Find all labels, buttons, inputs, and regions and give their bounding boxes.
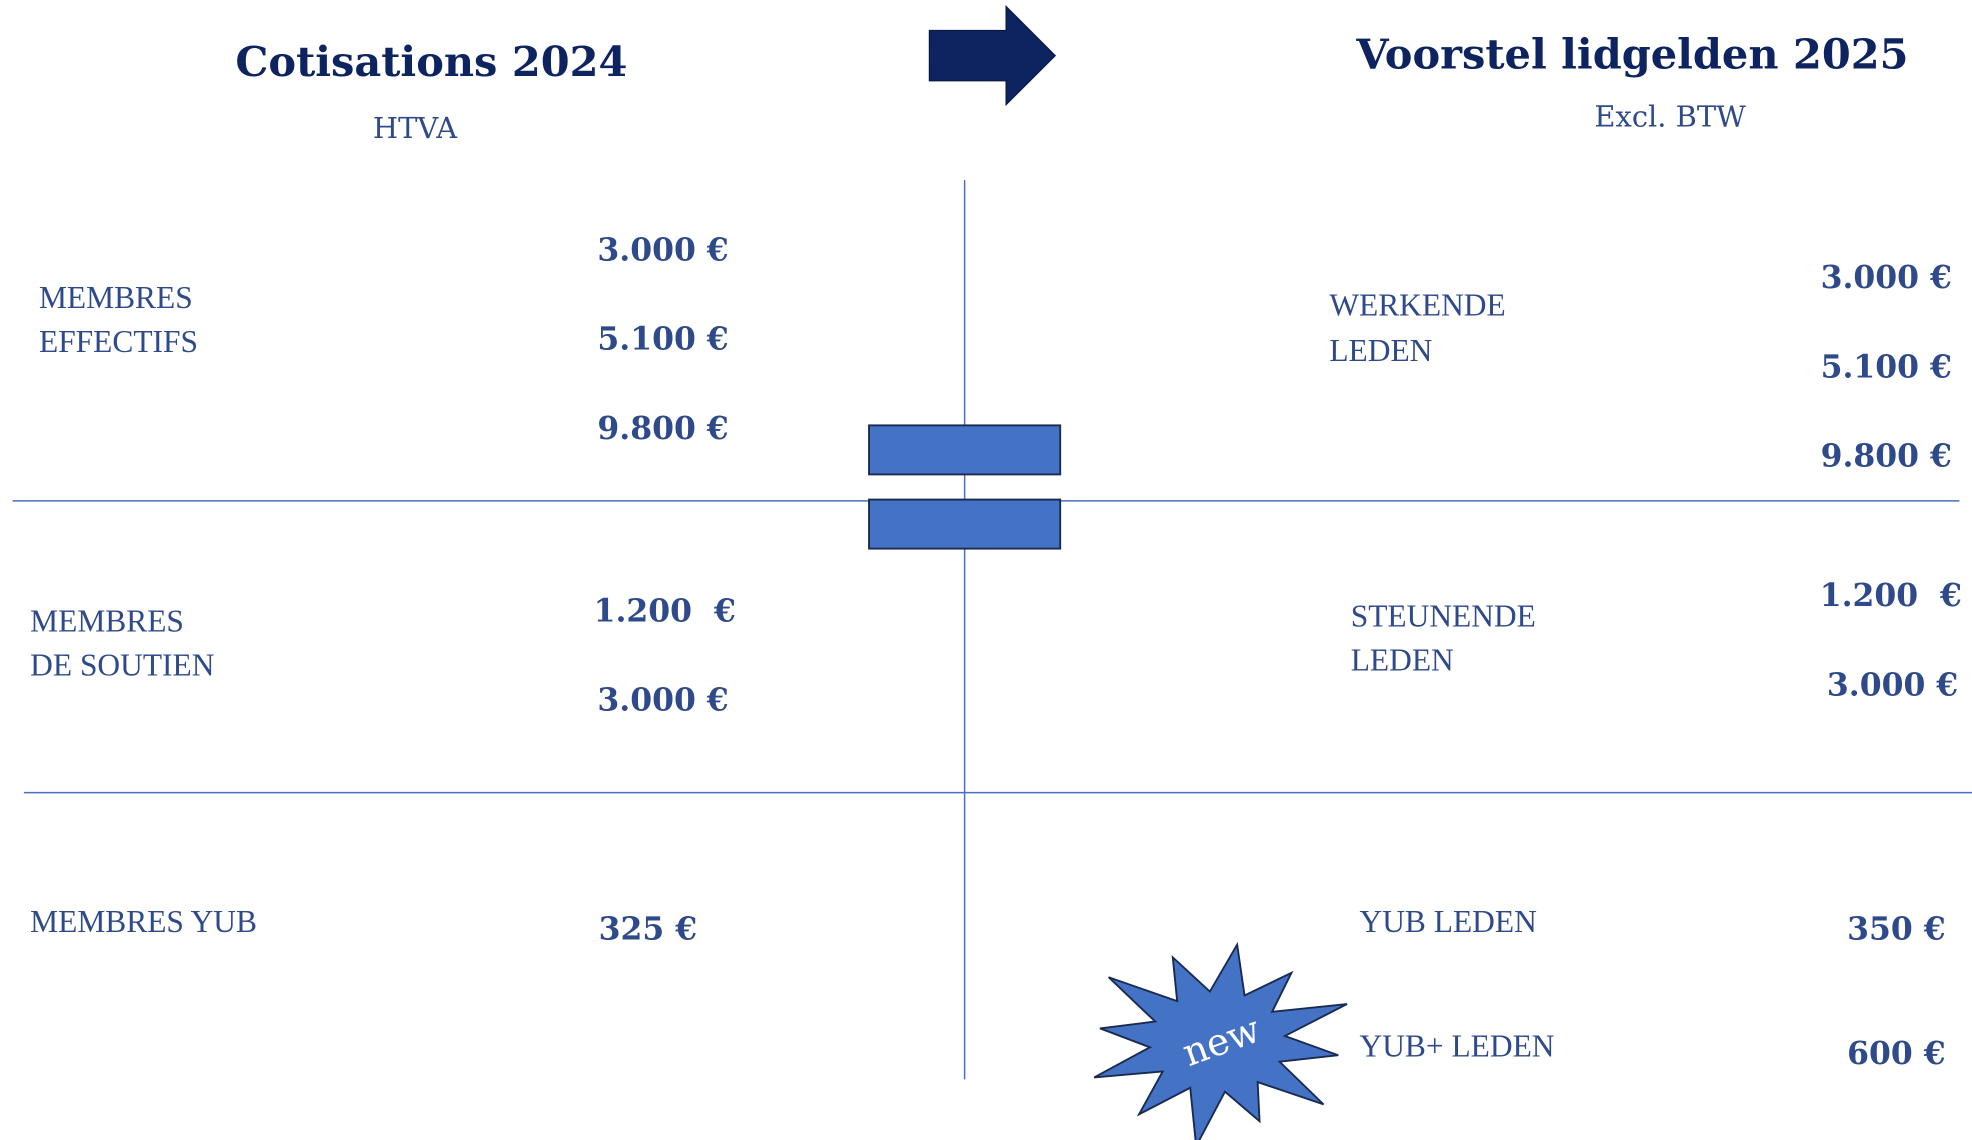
price: 3.000 € [597, 682, 728, 719]
price: 3.000 € [1827, 666, 1958, 703]
label: EFFECTIFS [39, 324, 198, 359]
label: WERKENDE [1329, 288, 1505, 323]
price: 325 € [599, 910, 697, 947]
price: 1.200 € [1820, 577, 1962, 614]
label: MEMBRES [39, 280, 193, 315]
equals-bar [868, 498, 1062, 550]
price: 5.100 € [597, 321, 728, 358]
label: MEMBRES [30, 603, 184, 638]
price: 1.200 € [594, 592, 736, 629]
label: STEUNENDE [1351, 598, 1536, 633]
right-subtitle: Excl. BTW [1594, 100, 1746, 134]
label: YUB LEDEN [1360, 904, 1537, 939]
price: 3.000 € [1821, 259, 1952, 296]
new-burst [1093, 941, 1348, 1140]
left-subtitle: HTVA [373, 111, 458, 145]
price: 9.800 € [1821, 438, 1952, 475]
right-title: Voorstel lidgelden 2025 [1355, 30, 1908, 79]
equals-bar [868, 424, 1062, 476]
price: 350 € [1847, 910, 1945, 947]
label: DE SOUTIEN [30, 647, 214, 682]
label: LEDEN [1329, 333, 1432, 368]
price: 3.000 € [597, 231, 728, 268]
label: YUB+ LEDEN [1360, 1028, 1555, 1063]
label: LEDEN [1351, 642, 1454, 677]
left-title: Cotisations 2024 [235, 37, 627, 86]
label: MEMBRES YUB [30, 904, 257, 939]
price: 600 € [1847, 1035, 1945, 1072]
price: 9.800 € [597, 410, 728, 447]
price: 5.100 € [1821, 348, 1952, 385]
arrow [928, 5, 1057, 107]
